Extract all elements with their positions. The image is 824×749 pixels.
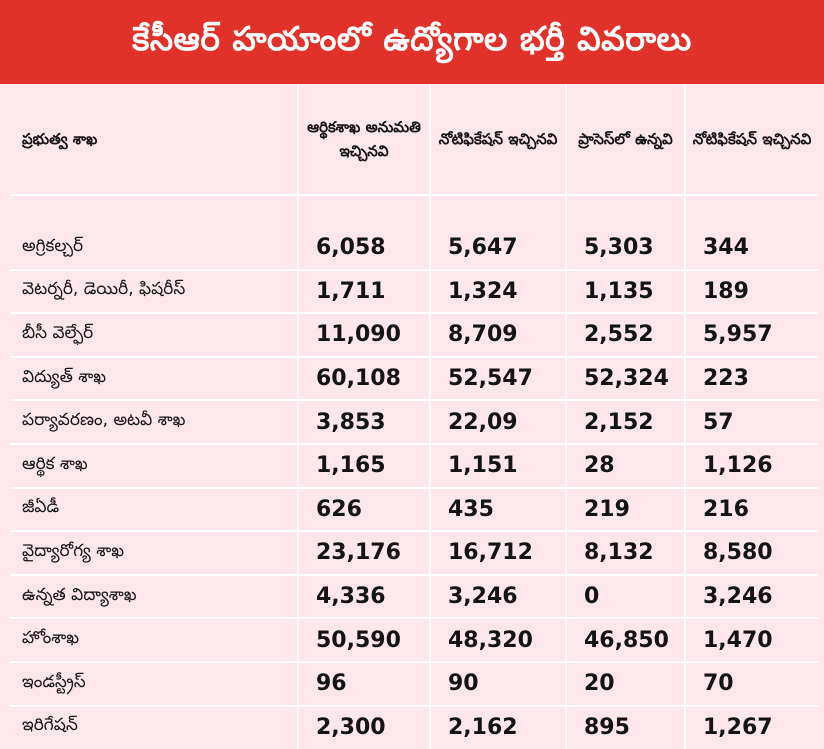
count-value: 1,135 <box>584 278 654 304</box>
column-header: ప్రభుత్వ శాఖ <box>22 130 98 148</box>
row-divider <box>10 530 819 533</box>
count-value: 60,108 <box>316 366 401 392</box>
row-divider <box>10 399 819 402</box>
count-value: 46,850 <box>584 627 669 653</box>
department-name: వైద్యారోగ్య శాఖ <box>22 540 125 561</box>
count-value: 1,470 <box>703 627 773 653</box>
count-value: 52,547 <box>448 366 533 392</box>
count-value: 626 <box>316 496 362 522</box>
count-value: 344 <box>703 235 749 261</box>
department-name: హోంశాఖ <box>22 628 80 649</box>
department-name: విద్యుత్ శాఖ <box>22 366 107 387</box>
count-value: 48,320 <box>448 627 533 653</box>
count-value: 2,552 <box>584 322 654 348</box>
department-name: బీసీ వెల్ఫేర్ <box>22 322 94 343</box>
column-header: నోటిఫికేషన్ ఇచ్చినవి <box>692 130 812 148</box>
count-value: 5,957 <box>703 322 773 348</box>
column-divider <box>565 84 567 749</box>
department-name: ఇండస్ట్రీస్ <box>22 671 86 692</box>
column-divider <box>297 84 299 749</box>
count-value: 11,090 <box>316 322 401 348</box>
count-value: 189 <box>703 278 749 304</box>
count-value: 28 <box>584 453 615 479</box>
count-value: 2,152 <box>584 409 654 435</box>
row-divider <box>10 312 819 315</box>
count-value: 8,132 <box>584 540 654 566</box>
count-value: 96 <box>316 671 347 697</box>
department-name: అగ్రికల్చర్ <box>22 235 84 256</box>
column-divider <box>684 84 686 749</box>
count-value: 223 <box>703 366 749 392</box>
count-value: 5,647 <box>448 235 518 261</box>
count-value: 6,058 <box>316 235 386 261</box>
count-value: 57 <box>703 409 734 435</box>
count-value: 2,300 <box>316 714 386 740</box>
department-name: ఉన్నత విద్యాశాఖ <box>22 584 137 605</box>
count-value: 70 <box>703 671 734 697</box>
count-value: 4,336 <box>316 584 386 610</box>
row-divider <box>10 355 819 358</box>
page-title: కేసీఆర్ హయాంలో ఉద్యోగాల భర్తీ వివరాలు <box>0 0 824 84</box>
count-value: 219 <box>584 496 630 522</box>
department-name: ఆర్థిక శాఖ <box>22 453 88 474</box>
column-header: ప్రాసెస్‌లో ఉన్నవి <box>578 130 673 148</box>
recruitment-table: ప్రభుత్వ శాఖ ఆర్థికశాఖ అనుమతి ఇచ్చినవి నోట… <box>10 84 819 749</box>
department-name: వెటర్నరీ, డెయిరీ, ఫిషరీస్ <box>22 279 186 300</box>
row-divider <box>10 486 819 489</box>
department-name: ఇరిగేషన్ <box>22 715 78 736</box>
row-divider <box>10 443 819 445</box>
count-value: 1,324 <box>448 278 518 304</box>
count-value: 216 <box>703 496 749 522</box>
count-value: 23,176 <box>316 540 401 566</box>
count-value: 16,712 <box>448 540 533 566</box>
count-value: 50,590 <box>316 627 401 653</box>
row-divider <box>10 268 819 271</box>
count-value: 1,267 <box>703 714 773 740</box>
header-divider <box>10 194 819 196</box>
count-value: 2,162 <box>448 714 518 740</box>
row-divider <box>10 661 819 663</box>
count-value: 895 <box>584 714 630 740</box>
count-value: 1,165 <box>316 453 386 479</box>
count-value: 435 <box>448 496 494 522</box>
count-value: 3,246 <box>448 584 518 610</box>
count-value: 0 <box>584 584 600 610</box>
column-header: ఆర్థికశాఖ అనుమతి ఇచ్చినవి <box>307 118 421 160</box>
column-header: నోటిఫికేషన్ ఇచ్చినవి <box>438 130 558 148</box>
count-value: 1,126 <box>703 453 773 479</box>
count-value: 3,246 <box>703 584 773 610</box>
row-divider <box>10 573 819 576</box>
count-value: 1,151 <box>448 453 518 479</box>
row-divider <box>10 617 819 620</box>
count-value: 3,853 <box>316 409 386 435</box>
count-value: 90 <box>448 671 479 697</box>
count-value: 8,709 <box>448 322 518 348</box>
count-value: 22,09 <box>448 409 518 435</box>
row-divider <box>10 704 819 707</box>
count-value: 20 <box>584 671 615 697</box>
count-value: 8,580 <box>703 540 773 566</box>
department-name: జీఏడీ <box>22 497 60 518</box>
column-divider <box>429 84 431 749</box>
count-value: 1,711 <box>316 278 386 304</box>
count-value: 5,303 <box>584 235 654 261</box>
department-name: పర్యావరణం, అటవీ శాఖ <box>22 410 186 431</box>
count-value: 52,324 <box>584 366 669 392</box>
